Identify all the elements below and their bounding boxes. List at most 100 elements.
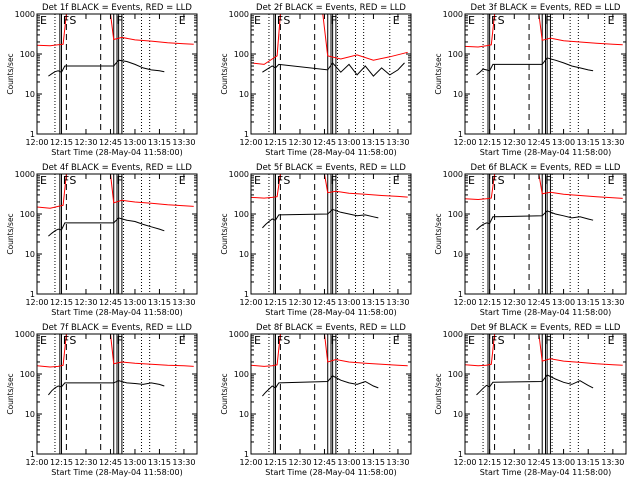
flag-letter-F: F — [491, 174, 497, 187]
x-tick-label: 12:30 — [288, 298, 311, 307]
x-tick-label: 12:15 — [478, 298, 501, 307]
events-series-line — [48, 59, 165, 77]
y-tick-label: 10 — [25, 90, 35, 99]
x-axis-label: Start Time (28-May-04 11:58:00) — [480, 148, 611, 157]
flag-letter-E: E — [179, 334, 186, 347]
x-tick-label: 13:15 — [577, 298, 600, 307]
y-tick-label: 100 — [20, 370, 35, 379]
x-tick-label: 12:15 — [478, 138, 501, 147]
y-tick-label: 10 — [25, 410, 35, 419]
x-tick-label: 13:15 — [577, 138, 600, 147]
x-tick-label: 12:00 — [239, 458, 262, 467]
flag-letter-S: S — [69, 174, 76, 187]
plot-frame — [36, 173, 198, 295]
flag-letter-F: F — [545, 334, 551, 347]
panel-title: Det 8f BLACK = Events, RED = LLD — [256, 323, 406, 333]
plot-frame — [464, 173, 627, 295]
x-tick-label: 12:15 — [264, 458, 287, 467]
panel-title: Det 4f BLACK = Events, RED = LLD — [42, 163, 192, 173]
x-tick-label: 12:00 — [239, 138, 262, 147]
x-tick-label: 12:30 — [74, 458, 97, 467]
panel-title: Det 6f BLACK = Events, RED = LLD — [471, 163, 621, 173]
flag-letter-F: F — [545, 174, 551, 187]
flag-letter-E: E — [393, 174, 400, 187]
y-tick-label: 1 — [458, 130, 463, 139]
lld-series-line — [36, 333, 194, 368]
plot-frame — [464, 13, 627, 135]
chart-panel-3: 1 10 100 1000 12:00 12:15 12:30 12:45 13:00 13:15… — [434, 3, 627, 157]
x-axis-label: Start Time (28-May-04 11:58:00) — [265, 148, 396, 157]
flag-letter-E: E — [468, 334, 475, 347]
y-tick-label: 100 — [234, 370, 249, 379]
y-tick-label: 100 — [20, 210, 35, 219]
y-tick-label: 100 — [448, 210, 463, 219]
x-tick-label: 12:00 — [25, 138, 48, 147]
x-tick-label: 13:00 — [337, 138, 360, 147]
flag-letter-E: E — [608, 174, 615, 187]
x-tick-label: 13:30 — [386, 298, 409, 307]
x-axis-label: Start Time (28-May-04 11:58:00) — [265, 308, 396, 317]
panel-title: Det 1f BLACK = Events, RED = LLD — [42, 3, 192, 13]
y-tick-label: 100 — [234, 210, 249, 219]
events-series-line — [262, 62, 405, 77]
x-tick-label: 12:30 — [503, 458, 526, 467]
flag-letter-E: E — [179, 14, 186, 27]
x-tick-label: 13:30 — [386, 458, 409, 467]
x-tick-label: 12:00 — [453, 138, 476, 147]
flag-letter-F: F — [63, 174, 69, 187]
x-tick-label: 13:15 — [148, 458, 171, 467]
flag-letter-F: F — [491, 334, 497, 347]
flag-letter-F: F — [117, 14, 123, 27]
chart-panel-1: 1 10 100 1000 12:00 12:15 12:30 12:45 13:00 13:15… — [6, 3, 198, 157]
plot-frame — [36, 13, 198, 135]
flag-letter-E: E — [179, 174, 186, 187]
y-tick-label: 1000 — [229, 10, 249, 19]
x-tick-label: 13:15 — [148, 298, 171, 307]
y-tick-label: 1000 — [15, 170, 35, 179]
y-tick-label: 100 — [20, 50, 35, 59]
x-tick-label: 13:00 — [552, 458, 575, 467]
y-tick-label: 10 — [25, 250, 35, 259]
x-axis-label: Start Time (28-May-04 11:58:00) — [51, 468, 182, 477]
y-axis-label: Counts/sec — [6, 213, 15, 254]
x-tick-label: 12:45 — [527, 138, 550, 147]
y-tick-label: 1 — [458, 450, 463, 459]
lld-series-line — [464, 13, 623, 48]
flag-letter-F: F — [63, 334, 69, 347]
y-tick-label: 1000 — [443, 330, 463, 339]
x-tick-label: 13:00 — [552, 138, 575, 147]
x-tick-label: 12:45 — [313, 298, 336, 307]
x-tick-label: 12:45 — [527, 458, 550, 467]
events-series-line — [262, 208, 379, 229]
flag-letter-F: F — [545, 14, 551, 27]
y-tick-label: 10 — [453, 250, 463, 259]
y-tick-label: 100 — [234, 50, 249, 59]
plot-frame — [36, 333, 198, 455]
flag-letter-F: F — [277, 334, 283, 347]
x-tick-label: 12:00 — [25, 458, 48, 467]
x-tick-label: 13:00 — [123, 458, 146, 467]
panel-title: Det 7f BLACK = Events, RED = LLD — [42, 323, 192, 333]
x-tick-label: 13:00 — [337, 298, 360, 307]
flag-letter-F: F — [331, 334, 337, 347]
flag-letter-S: S — [498, 174, 505, 187]
flag-letter-E: E — [608, 14, 615, 27]
flag-letter-E: E — [40, 174, 47, 187]
x-tick-label: 13:30 — [601, 458, 624, 467]
lld-series-line — [250, 13, 408, 65]
x-tick-label: 12:30 — [288, 138, 311, 147]
x-axis-label: Start Time (28-May-04 11:58:00) — [265, 468, 396, 477]
x-tick-label: 13:00 — [123, 298, 146, 307]
flag-letter-F: F — [331, 174, 337, 187]
x-tick-label: 12:30 — [503, 298, 526, 307]
x-tick-label: 13:30 — [172, 298, 195, 307]
chart-panel-7: 1 10 100 1000 12:00 12:15 12:30 12:45 13:00 13:15… — [6, 323, 198, 477]
y-axis-label: Counts/sec — [220, 373, 229, 414]
flag-letter-S: S — [283, 174, 290, 187]
flag-letter-E: E — [608, 334, 615, 347]
flag-letter-E: E — [468, 14, 475, 27]
lld-series-line — [36, 13, 194, 47]
events-series-line — [476, 374, 594, 396]
y-axis-label: Counts/sec — [6, 53, 15, 94]
x-tick-label: 13:15 — [148, 138, 171, 147]
